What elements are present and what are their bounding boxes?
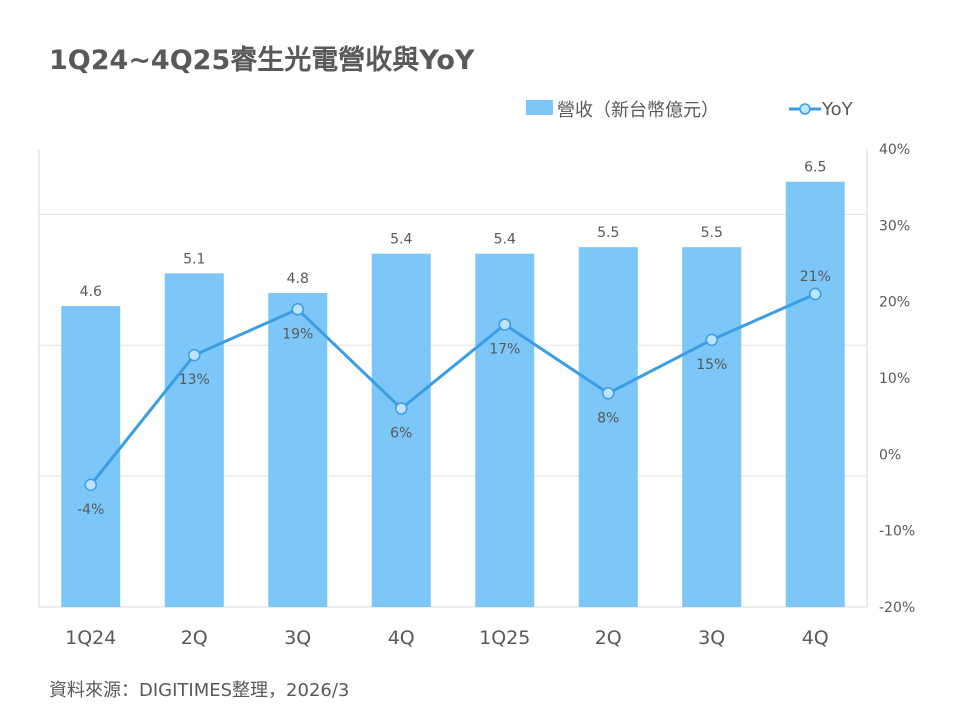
chart-title: 1Q24~4Q25睿生光電營收與YoY [49,45,475,76]
bar-value-label: 5.4 [494,232,516,248]
bar [682,247,742,607]
yoy-point [84,478,97,492]
x-tick-label: 2Q [595,627,622,649]
yoy-point [291,303,304,316]
source-note: 資料來源：DIGITIMES整理，2026/3 [49,680,350,701]
yoy-point [395,402,408,415]
x-tick-label: 1Q25 [479,627,530,649]
y-right-tick-label: 10% [879,371,910,387]
bar-value-label: 5.5 [597,225,619,241]
bar [371,253,431,607]
yoy-point [498,318,511,331]
yoy-value-label: -4% [77,502,104,518]
yoy-value-label: 21% [800,269,831,285]
bar-value-label: 6.5 [804,160,826,176]
yoy-value-label: 6% [390,426,412,442]
y-right-tick-label: 40% [879,142,910,158]
legend-revenue-label: 營收（新台幣億元） [557,100,719,121]
x-tick-label: 1Q24 [65,627,116,649]
x-tick-label: 3Q [698,627,725,649]
y-right-tick-label: -10% [879,524,915,540]
yoy-value-label: 17% [489,342,520,358]
y-right-tick-label: 30% [879,218,910,234]
bar [268,292,328,607]
x-tick-label: 4Q [388,627,415,649]
yoy-point [705,333,718,347]
bar-value-label: 5.1 [183,251,205,267]
yoy-value-label: 8% [597,410,619,426]
yoy-point [602,387,615,400]
legend-revenue-swatch [526,100,553,115]
y-right-tick-label: 20% [879,295,910,311]
bar [61,306,121,607]
y-right-tick-label: 0% [879,447,901,463]
x-tick-label: 4Q [802,627,829,649]
bar [475,253,535,607]
bar [578,247,638,607]
yoy-point [188,348,201,362]
bar-value-label: 5.5 [701,225,723,241]
yoy-value-label: 19% [282,326,313,342]
bar-value-label: 4.6 [80,284,102,300]
x-tick-label: 3Q [284,627,311,649]
x-tick-label: 2Q [181,627,208,649]
yoy-value-label: 15% [696,357,727,373]
bar [164,273,224,607]
yoy-point [809,287,822,301]
legend-yoy-label: YoY [822,99,853,120]
yoy-value-label: 13% [179,372,210,388]
bar-value-label: 5.4 [390,232,412,248]
y-right-tick-label: -20% [879,600,915,616]
yoy-line [89,292,816,486]
bar [785,181,845,607]
bar-value-label: 4.8 [287,271,309,287]
